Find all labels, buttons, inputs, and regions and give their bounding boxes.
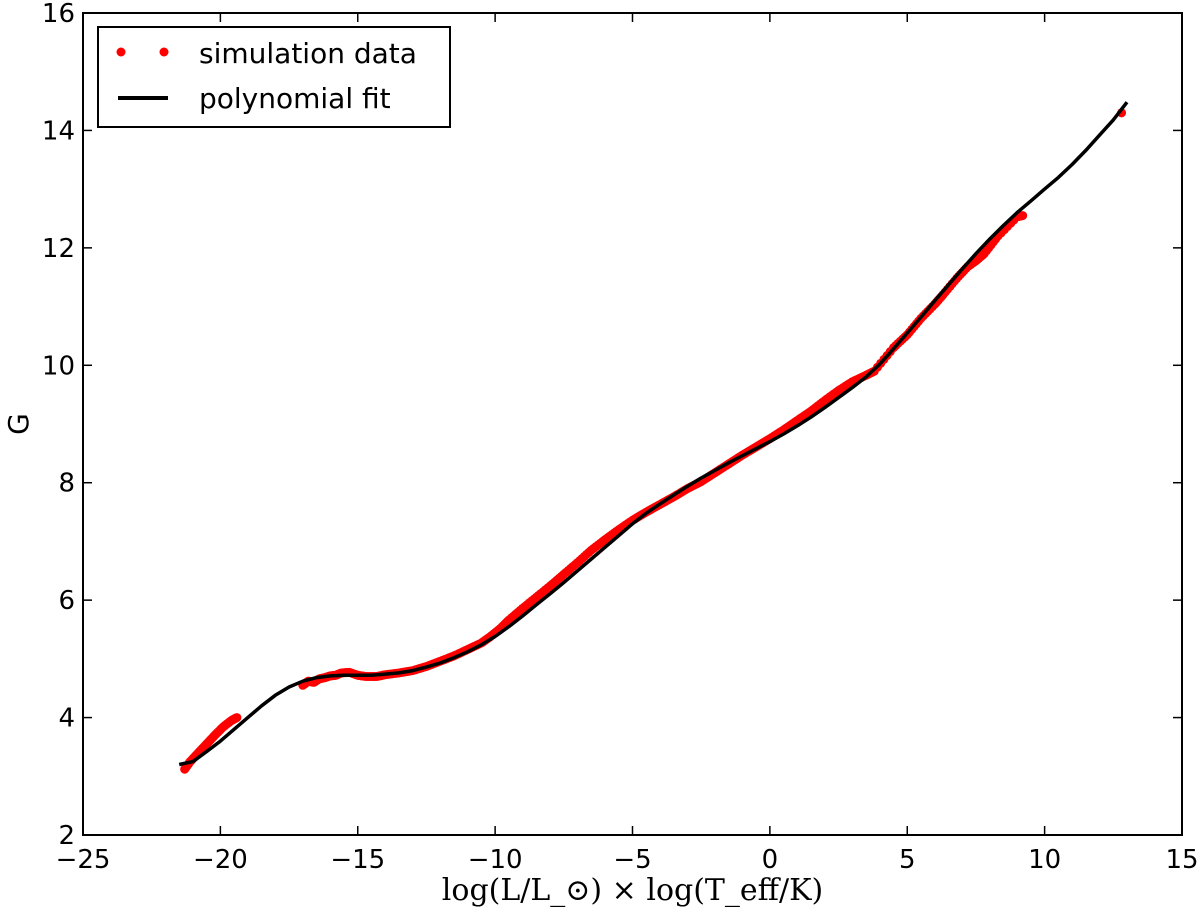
x-tick-label: −15 xyxy=(330,845,385,875)
legend-marker-simulation-data xyxy=(116,47,126,57)
x-axis-title: log(L/L_⊙) × log(T_eff/K) xyxy=(442,873,823,908)
legend-marker-simulation-data xyxy=(159,47,169,57)
y-tick-label: 6 xyxy=(58,586,75,616)
x-tick-label: 5 xyxy=(899,845,916,875)
legend-label-simulation-data: simulation data xyxy=(199,37,417,70)
y-tick-label: 12 xyxy=(42,234,75,264)
y-tick-label: 14 xyxy=(42,116,75,146)
x-tick-label: −25 xyxy=(56,845,111,875)
plot-frame xyxy=(82,12,1183,836)
x-tick-label: −10 xyxy=(468,845,523,875)
legend-box xyxy=(97,26,451,128)
y-tick-label: 16 xyxy=(42,0,75,29)
scatter-point xyxy=(1018,211,1028,221)
y-tick-label: 8 xyxy=(58,469,75,499)
x-tick-label: −20 xyxy=(193,845,248,875)
legend-label-polynomial-fit: polynomial fit xyxy=(199,82,391,115)
polynomial-fit-line xyxy=(178,101,1129,767)
y-axis-title: G xyxy=(2,413,35,435)
x-tick-label: 0 xyxy=(762,845,779,875)
y-tick-label: 2 xyxy=(58,821,75,851)
y-tick-label: 10 xyxy=(42,351,75,381)
x-tick-label: 10 xyxy=(1028,845,1061,875)
x-tick-label: 15 xyxy=(1165,845,1198,875)
scatter-point xyxy=(232,713,242,723)
y-tick-label: 4 xyxy=(58,704,75,734)
x-tick-label: −5 xyxy=(613,845,651,875)
legend: simulation data polynomial fit xyxy=(97,26,451,128)
